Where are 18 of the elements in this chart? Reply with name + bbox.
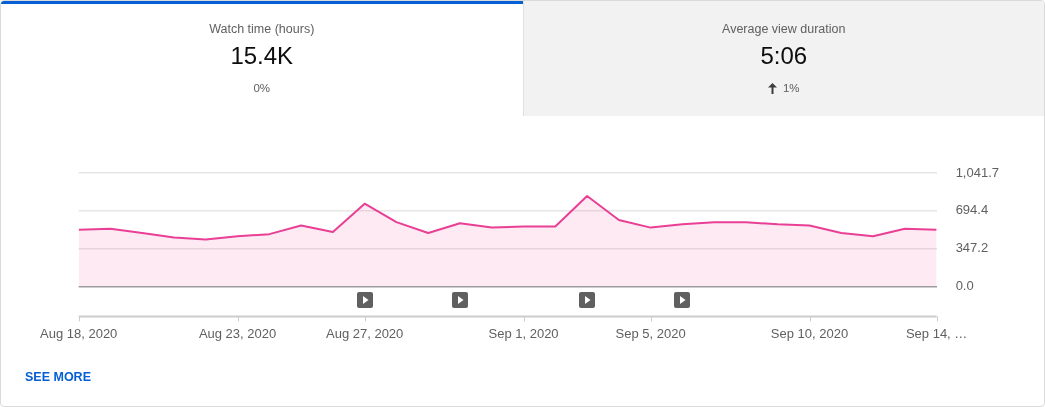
y-tick-label: 1,041.7: [955, 164, 999, 180]
y-tick-label: 347.2: [955, 240, 989, 256]
text: SEE MORE: [25, 369, 91, 385]
x-tick-label: Sep 14, …: [905, 325, 968, 341]
text: Watch time (hours): [209, 21, 315, 37]
x-tick-label: Sep 1, 2020: [488, 325, 559, 341]
x-tick-label: Sep 5, 2020: [615, 325, 686, 341]
y-tick-label: 694.4: [955, 202, 989, 218]
x-tick-label: Sep 10, 2020: [770, 325, 849, 341]
text: Average view duration: [722, 21, 846, 37]
text: 15.4K: [230, 42, 294, 70]
text: 5:06: [760, 42, 808, 70]
x-tick-label: Aug 23, 2020: [198, 325, 277, 341]
text: 1%: [782, 81, 800, 96]
text: 0%: [253, 81, 271, 96]
y-tick-label: 0.0: [955, 277, 974, 293]
x-tick-label: Aug 18, 2020: [39, 325, 118, 341]
x-tick-label: Aug 27, 2020: [325, 325, 404, 341]
